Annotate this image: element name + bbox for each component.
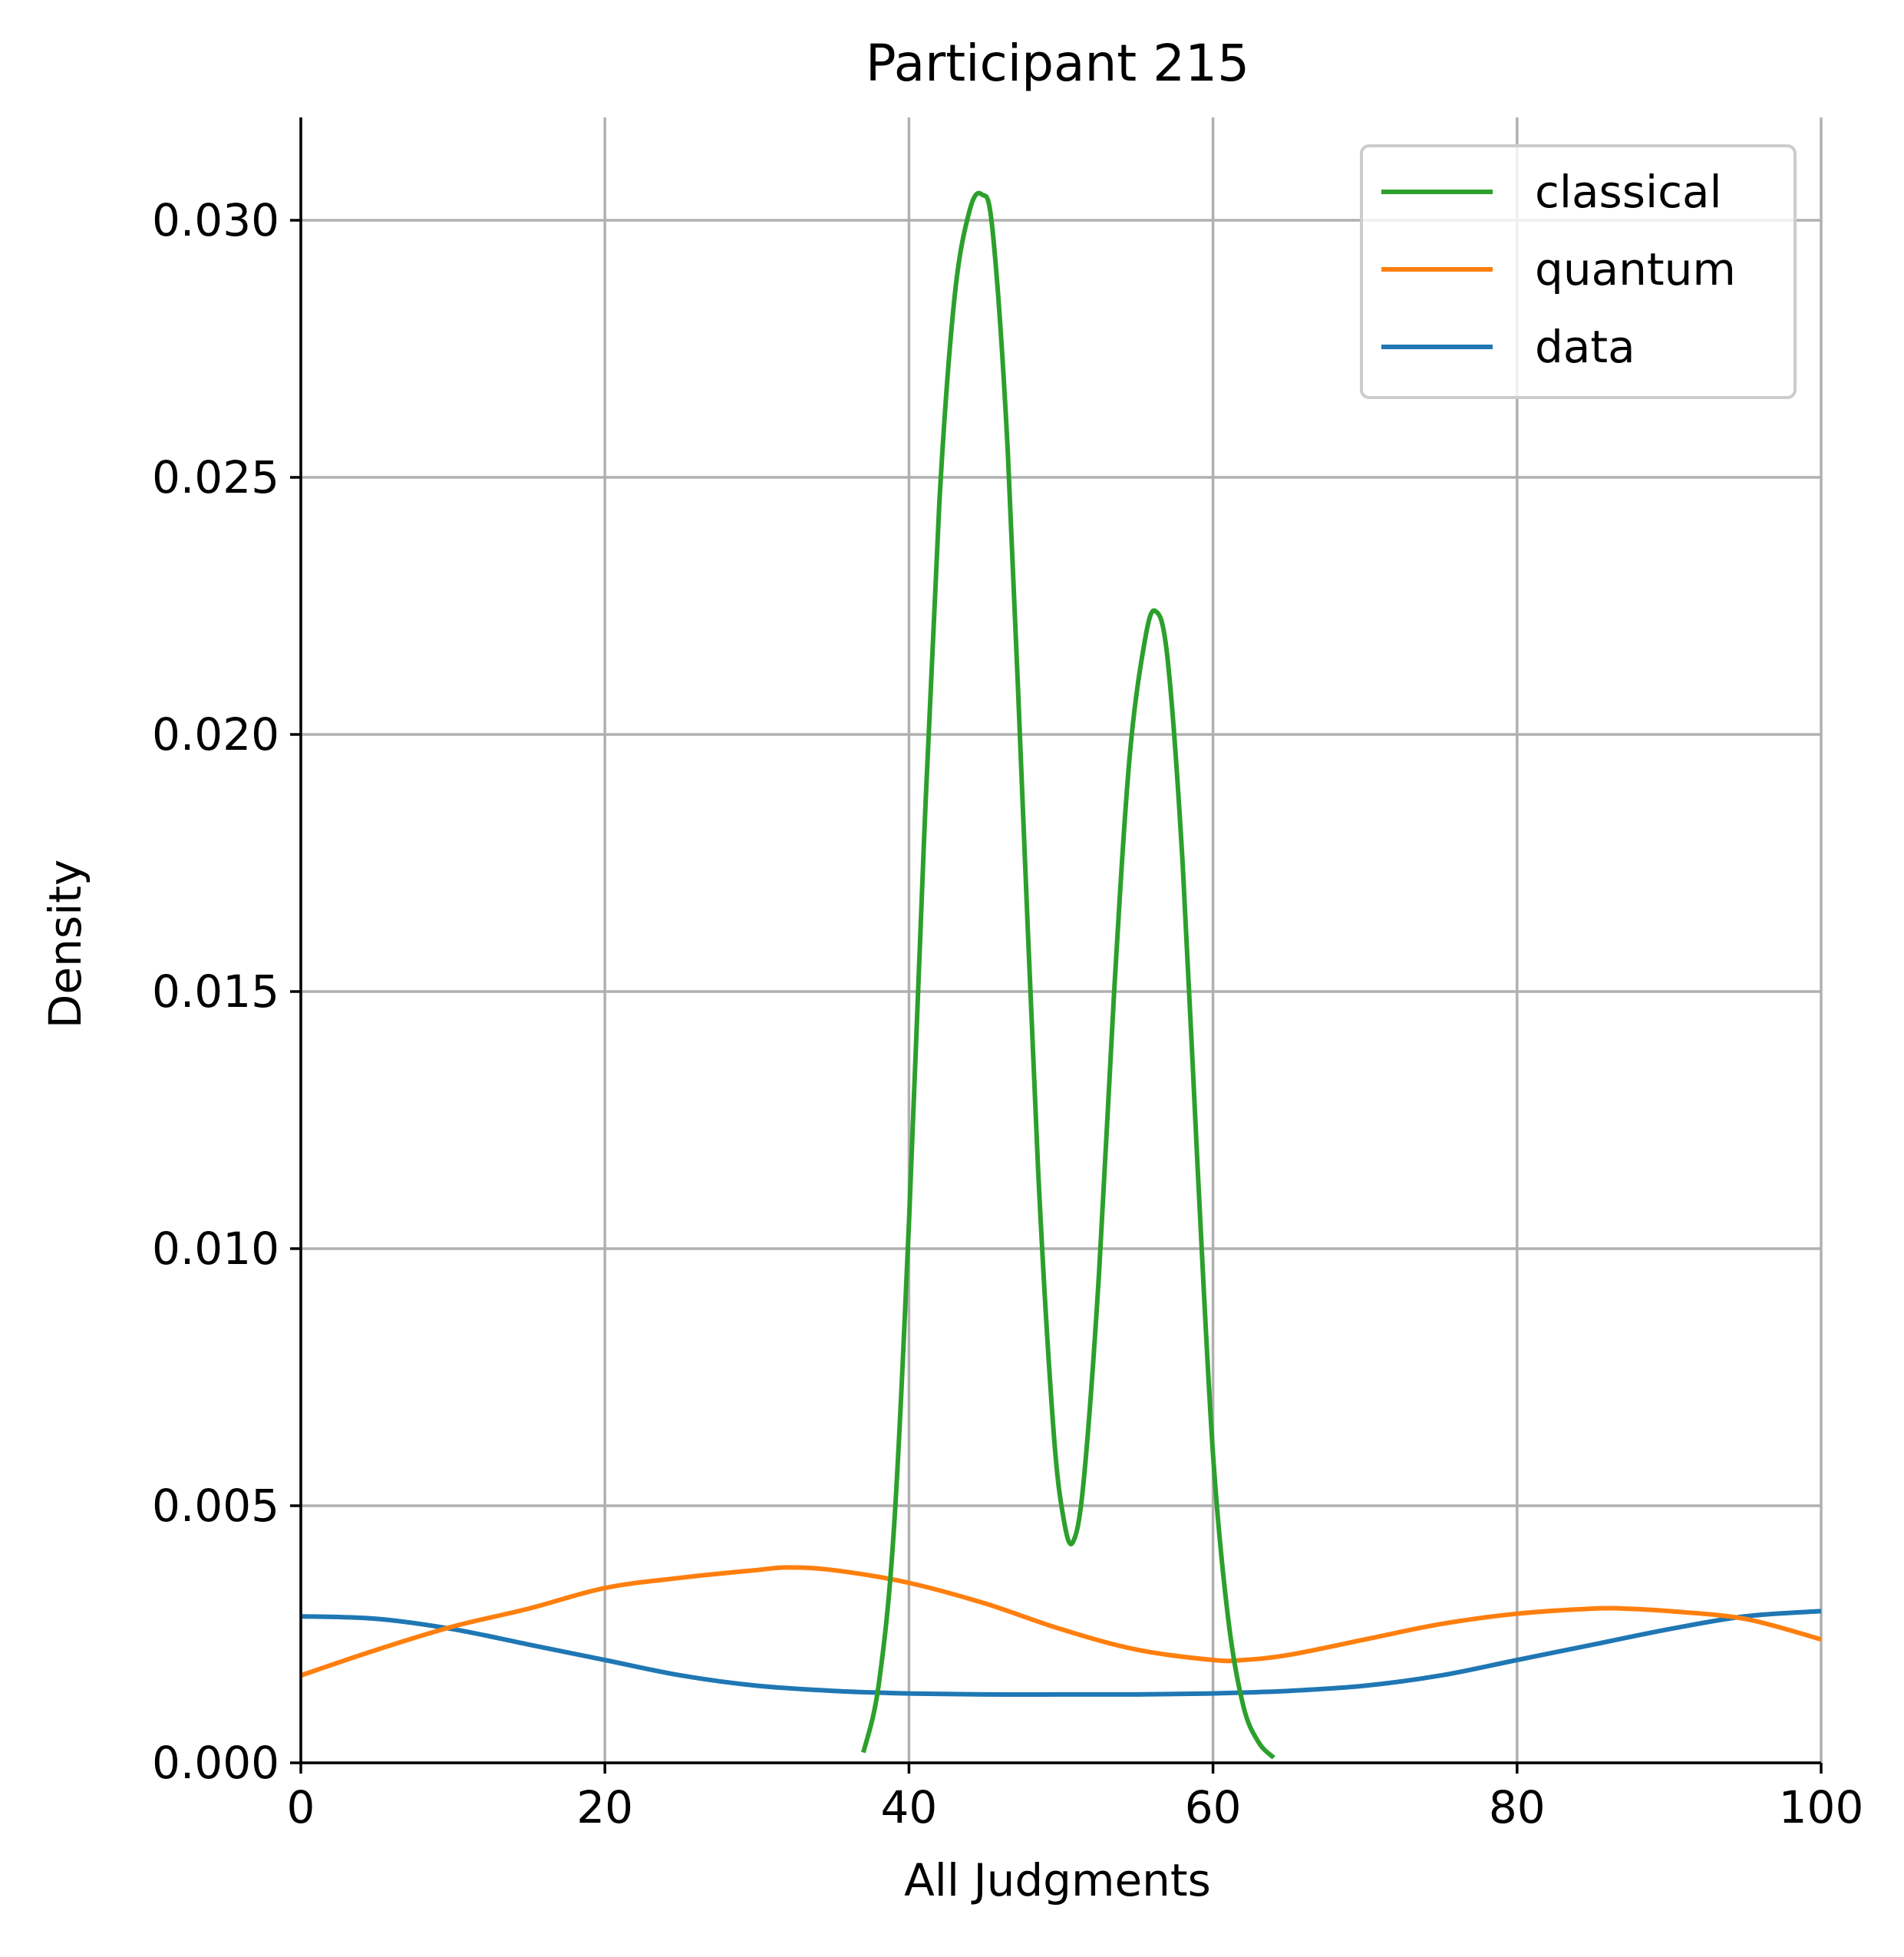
y-tick-label: 0.020 bbox=[152, 708, 279, 761]
legend: classical quantum data bbox=[1360, 144, 1797, 399]
y-tick-label: 0.000 bbox=[152, 1737, 279, 1789]
x-tick-label: 40 bbox=[880, 1781, 937, 1833]
x-tick-label: 0 bbox=[287, 1781, 315, 1833]
x-axis-label: All Judgments bbox=[904, 1854, 1211, 1906]
y-axis-label: Density bbox=[39, 860, 91, 1029]
tick-labels: 0 20 40 60 80 100 0.000 0.005 0.010 0.015 0.020 0.0… bbox=[152, 194, 1863, 1833]
chart-title: Participant 215 bbox=[866, 34, 1249, 93]
legend-label-classical: classical bbox=[1535, 166, 1722, 218]
legend-label-quantum: quantum bbox=[1535, 243, 1736, 295]
x-tick-label: 60 bbox=[1185, 1781, 1242, 1833]
y-tick-label: 0.030 bbox=[152, 194, 279, 246]
x-tick-label: 100 bbox=[1779, 1781, 1864, 1833]
y-tick-label: 0.005 bbox=[152, 1480, 279, 1532]
grid-lines bbox=[299, 117, 1823, 1764]
legend-label-data: data bbox=[1535, 321, 1635, 373]
y-tick-label: 0.025 bbox=[152, 451, 279, 503]
series-line-data bbox=[300, 1609, 1822, 1697]
legend-frame bbox=[1360, 144, 1797, 399]
y-tick-label: 0.015 bbox=[152, 965, 279, 1018]
series-lines bbox=[300, 190, 1822, 1760]
axes bbox=[290, 117, 1823, 1774]
x-tick-label: 80 bbox=[1489, 1781, 1546, 1833]
series-line-quantum bbox=[300, 1565, 1822, 1678]
x-tick-label: 20 bbox=[576, 1781, 633, 1833]
y-tick-label: 0.010 bbox=[152, 1223, 279, 1275]
series-line-classical bbox=[861, 190, 1275, 1760]
